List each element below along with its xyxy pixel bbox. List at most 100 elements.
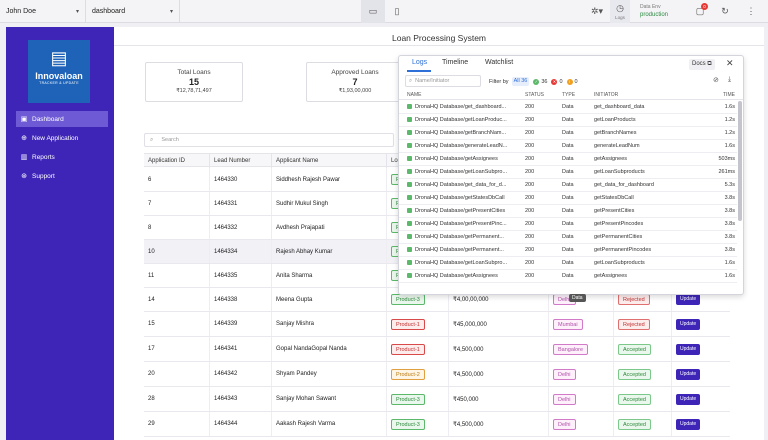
cell-loan-amount: ₹4,500,000: [448, 337, 548, 361]
log-row[interactable]: DronaHQ Database/getLoanSubpro... 200 Data…: [399, 166, 737, 179]
cell-loan-amount: ₹4,500,000: [448, 412, 548, 436]
success-status-icon: [407, 208, 412, 214]
log-type: Data: [562, 169, 574, 175]
filter-all-button[interactable]: All 36: [511, 77, 530, 86]
log-row[interactable]: DronaHQ Database/getLoanProduc... 200 Data…: [399, 114, 737, 127]
log-status: 200: [525, 221, 535, 227]
sidebar-item-support[interactable]: ⊛ Support: [16, 168, 108, 184]
column-header-loan-product[interactable]: Lo: [386, 154, 448, 168]
table-row[interactable]: 20 1464342 Shyam Pandey Product-2 ₹4,500,000…: [144, 362, 730, 387]
log-row[interactable]: DronaHQ Database/get_data_for_d... 200 Dat…: [399, 179, 737, 192]
log-row[interactable]: DronaHQ Database/getPresentPinc... 200 Dat…: [399, 218, 737, 231]
log-initiator: getLoanProducts: [594, 117, 636, 123]
cell-application-id: 15: [148, 321, 155, 327]
log-initiator: getStatesDbCall: [594, 195, 634, 201]
column-header-application-id[interactable]: Application ID: [148, 158, 186, 164]
city-chip: Mumbai: [553, 318, 583, 330]
cell-lead-number: 1464342: [209, 362, 271, 386]
bug-icon: ✲▾: [590, 6, 604, 16]
page-select[interactable]: dashboard ▾: [86, 0, 180, 23]
close-icon[interactable]: ✕: [726, 58, 734, 68]
mobile-view-button[interactable]: ▯: [385, 0, 409, 23]
docs-button[interactable]: Docs ⧉: [689, 59, 715, 70]
log-type: Data: [562, 247, 574, 253]
type-tooltip: Data: [569, 294, 586, 302]
tab-watchlist[interactable]: Watchlist: [485, 59, 514, 66]
success-status-icon: [407, 117, 412, 123]
bell-icon: ▢: [695, 6, 705, 16]
debug-menu-button[interactable]: ✲▾: [586, 0, 608, 23]
log-name: DronaHQ Database/getLoanSubpro...: [407, 257, 522, 270]
filter-label: Filter by: [489, 78, 509, 85]
tab-timeline[interactable]: Timeline: [442, 59, 469, 66]
update-button[interactable]: Update: [676, 318, 701, 330]
sidebar-item-new-application[interactable]: ⊕ New Application: [16, 130, 108, 146]
document-money-icon: ▤: [50, 48, 68, 68]
log-initiator: getPermanentPincodes: [594, 247, 652, 253]
table-search-input[interactable]: ⌕ Search: [144, 133, 394, 147]
stat-card-approved-loans: Approved Loans 7 ₹1,93,00,000: [306, 62, 404, 102]
status-badge: Accepted: [618, 418, 651, 430]
log-name-text: DronaHQ Database/getPresentPinc...: [415, 221, 507, 227]
update-button[interactable]: Update: [676, 294, 701, 305]
desktop-view-button[interactable]: ▭: [361, 0, 385, 23]
clear-logs-icon[interactable]: ⊘: [713, 77, 719, 84]
search-icon: ⌕: [409, 77, 413, 84]
log-row[interactable]: DronaHQ Database/getBranchNam... 200 Data g…: [399, 127, 737, 140]
cell-applicant-name: Anita Sharma: [271, 264, 386, 287]
update-button[interactable]: Update: [676, 418, 701, 430]
update-button[interactable]: Update: [676, 343, 701, 355]
table-row[interactable]: 17 1464341 Gopal NandaGopal Nanda Product-1…: [144, 337, 730, 362]
sidebar-item-reports[interactable]: ▥ Reports: [16, 149, 108, 165]
column-header-lead-number[interactable]: Lead Number: [209, 154, 271, 168]
cell-lead-number: 1464339: [209, 312, 271, 336]
dashboard-icon: ▣: [20, 116, 28, 123]
success-icon[interactable]: ✓: [533, 78, 540, 85]
tab-logs[interactable]: Logs: [412, 59, 428, 66]
update-button[interactable]: Update: [676, 393, 701, 405]
stat-amount: ₹12,78,71,497: [176, 88, 212, 94]
refresh-button[interactable]: ↻: [718, 0, 732, 23]
success-status-icon: [407, 247, 412, 253]
update-button[interactable]: Update: [676, 368, 701, 380]
log-row[interactable]: DronaHQ Database/getAssignees 200 Data getA…: [399, 153, 737, 166]
table-row[interactable]: 29 1464344 Aakash Rajesh Varma Product-3 ₹4,…: [144, 412, 730, 437]
table-row[interactable]: 28 1464343 Sanjay Mohan Sawant Product-3 ₹45…: [144, 387, 730, 412]
log-time: 3.8s: [724, 247, 735, 253]
log-time: 3.8s: [724, 195, 735, 201]
download-icon[interactable]: ⤓: [728, 76, 732, 83]
warning-icon[interactable]: !: [566, 78, 573, 85]
log-name-text: DronaHQ Database/get_dashboard...: [415, 104, 507, 110]
logs-scrollbar[interactable]: [738, 101, 742, 221]
logs-button[interactable]: ◷ Logs: [610, 0, 630, 23]
log-row[interactable]: DronaHQ Database/generateLeadN... 200 Data…: [399, 140, 737, 153]
cell-application-id: 8: [148, 224, 152, 231]
success-status-icon: [407, 104, 412, 110]
log-row[interactable]: DronaHQ Database/getPermanent... 200 Data g…: [399, 231, 737, 244]
filter-bar: Filter by All 36 ✓ 36 ✕ 0 ! 0: [489, 77, 578, 86]
notifications-button[interactable]: ▢: [693, 0, 707, 23]
cell-lead-number: 1464330: [209, 168, 271, 191]
log-row[interactable]: DronaHQ Database/getAssignees 200 Data getA…: [399, 270, 737, 283]
log-row[interactable]: DronaHQ Database/getLoanSubpro... 200 Data…: [399, 257, 737, 270]
chevron-down-icon: ▾: [169, 8, 173, 15]
log-row[interactable]: DronaHQ Database/getStatesDbCall 200 Data g…: [399, 192, 737, 205]
log-row[interactable]: DronaHQ Database/get_dashboard... 200 Data…: [399, 101, 737, 114]
cell-lead-number: 1464344: [209, 412, 271, 436]
log-time: 1.6s: [724, 143, 735, 149]
column-header-applicant-name[interactable]: Applicant Name: [271, 154, 386, 168]
more-button[interactable]: ⋮: [744, 0, 758, 23]
log-time: 1.6s: [724, 104, 735, 110]
log-row[interactable]: DronaHQ Database/getPermanent... 200 Data g…: [399, 244, 737, 257]
user-select[interactable]: John Doe ▾: [0, 0, 86, 23]
logs-search-input[interactable]: ⌕ Name/Initiator: [405, 75, 481, 87]
log-time: 261ms: [718, 169, 735, 175]
success-status-icon: [407, 130, 412, 136]
data-env-selector[interactable]: Data Env production: [640, 3, 668, 19]
desktop-icon: ▭: [368, 6, 378, 16]
sidebar-item-dashboard[interactable]: ▣ Dashboard: [16, 111, 108, 127]
log-row[interactable]: DronaHQ Database/getPresentCities 200 Data…: [399, 205, 737, 218]
divider: [114, 45, 764, 46]
error-icon[interactable]: ✕: [551, 78, 558, 85]
table-row[interactable]: 15 1464339 Sanjay Mishra Product-1 ₹45,000,0…: [144, 312, 730, 337]
